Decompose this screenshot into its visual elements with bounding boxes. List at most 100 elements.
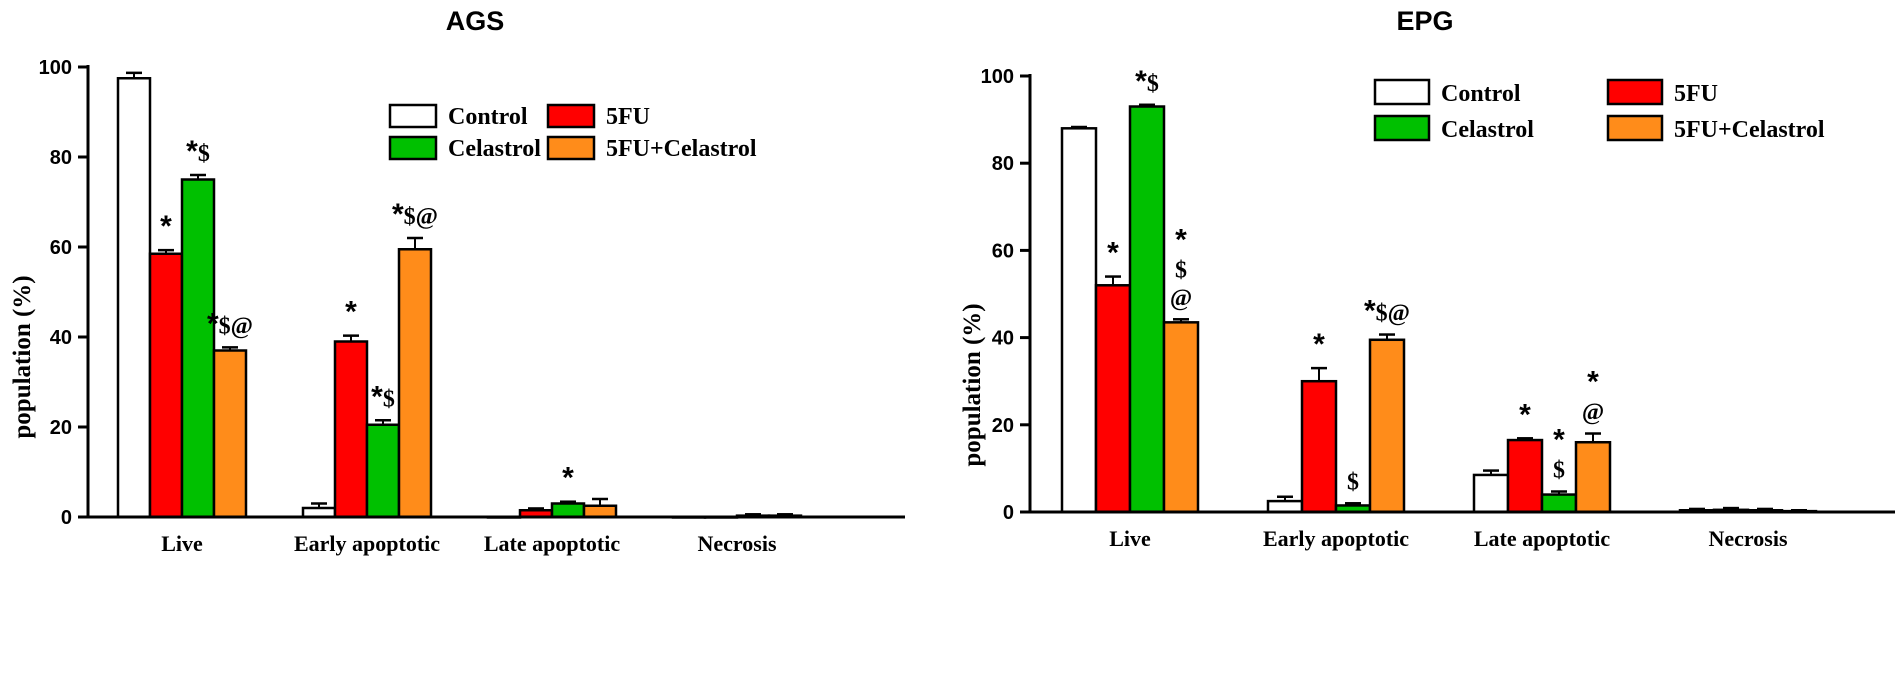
chart-title: EPG bbox=[1396, 6, 1453, 36]
bar-control-late-apoptotic bbox=[1472, 473, 1510, 514]
legend-swatch bbox=[1606, 114, 1664, 142]
y-tick-label: 100 bbox=[39, 57, 72, 79]
y-tick-label: 20 bbox=[992, 415, 1014, 437]
category-label: Early apoptotic bbox=[1263, 526, 1409, 551]
bar-5fu-celastrol-early-apoptotic bbox=[397, 248, 433, 519]
significance-marker: *$ bbox=[371, 380, 395, 413]
significance-star: * bbox=[1175, 223, 1187, 256]
significance-marker: *$@ bbox=[207, 307, 253, 340]
legend-swatch bbox=[1606, 78, 1664, 106]
significance-star: * bbox=[1519, 398, 1531, 431]
category-label: Live bbox=[1109, 526, 1151, 551]
significance-symbols: $ bbox=[383, 386, 395, 412]
y-tick-label: 0 bbox=[1003, 502, 1014, 524]
y-tick-label: 60 bbox=[992, 240, 1014, 262]
legend-label: 5FU+Celastrol bbox=[606, 136, 757, 162]
significance-star: * bbox=[207, 307, 219, 340]
significance-marker: * bbox=[1519, 398, 1531, 431]
legend-swatch bbox=[546, 135, 596, 161]
legend-label: 5FU+Celastrol bbox=[1674, 117, 1825, 143]
significance-star: * bbox=[160, 210, 172, 243]
significance-symbols: $@ bbox=[1376, 301, 1410, 327]
significance-marker: * bbox=[1587, 366, 1599, 399]
significance-marker: @ bbox=[1170, 285, 1192, 311]
significance-symbols: $@ bbox=[219, 313, 253, 339]
significance-marker: * bbox=[1175, 223, 1187, 256]
legend-label: Control bbox=[1441, 81, 1521, 107]
significance-star: * bbox=[345, 296, 357, 329]
significance-marker: * bbox=[1313, 328, 1325, 361]
legend-swatch bbox=[1373, 114, 1431, 142]
bar-5fu-celastrol-live bbox=[212, 349, 248, 519]
legend-swatch bbox=[546, 103, 596, 129]
significance-star: * bbox=[1587, 366, 1599, 399]
y-tick-label: 20 bbox=[50, 417, 72, 439]
significance-marker: @ bbox=[1582, 400, 1604, 426]
bar-5fu-late-apoptotic bbox=[1506, 438, 1544, 514]
bar-5fu-early-apoptotic bbox=[1300, 379, 1338, 514]
y-tick-label: 80 bbox=[992, 153, 1014, 175]
category-labels: Live Early apoptotic Late apoptotic Necrosi… bbox=[161, 531, 777, 556]
category-label: Late apoptotic bbox=[484, 531, 621, 556]
annotations: **$*$@ **$*$@* bbox=[160, 135, 574, 495]
bar-celastrol-live bbox=[180, 178, 216, 519]
significance-star: * bbox=[1364, 295, 1376, 328]
legend-label: 5FU bbox=[606, 104, 650, 130]
category-labels: Live Early apoptotic Late apoptotic Necrosi… bbox=[1109, 526, 1788, 551]
legend: Control 5FU Celastrol 5FU+Celastrol bbox=[1373, 78, 1825, 143]
bar-5fu-celastrol-early-apoptotic bbox=[1368, 338, 1406, 514]
bar-control-early-apoptotic bbox=[1266, 499, 1304, 514]
legend: Control 5FU Celastrol 5FU+Celastrol bbox=[388, 103, 757, 162]
y-tick-label: 40 bbox=[50, 327, 72, 349]
legend-swatch bbox=[388, 135, 438, 161]
y-tick-label: 60 bbox=[50, 237, 72, 259]
y-axis-label: population (%) bbox=[959, 303, 986, 466]
significance-marker: * bbox=[562, 462, 574, 495]
significance-star: * bbox=[1135, 65, 1147, 98]
significance-star: * bbox=[1553, 424, 1565, 457]
y-tick-label: 40 bbox=[992, 328, 1014, 350]
significance-marker: * bbox=[1107, 237, 1119, 270]
legend-label: Celastrol bbox=[1441, 117, 1534, 143]
legend-label: Celastrol bbox=[448, 136, 541, 162]
bar-celastrol-late-apoptotic bbox=[1540, 493, 1578, 514]
annotations: **$*$@*$*$@**$*@ bbox=[1107, 65, 1604, 496]
significance-star: * bbox=[1313, 328, 1325, 361]
bar-celastrol-late-apoptotic bbox=[550, 502, 586, 519]
bar-celastrol-live bbox=[1128, 105, 1166, 514]
significance-marker: * bbox=[160, 210, 172, 243]
category-label: Early apoptotic bbox=[294, 531, 440, 556]
bar-5fu-live bbox=[148, 252, 184, 519]
significance-symbols: $@ bbox=[404, 204, 438, 230]
legend-label: 5FU bbox=[1674, 81, 1718, 107]
significance-marker: *$ bbox=[186, 135, 210, 168]
significance-star: * bbox=[186, 135, 198, 168]
bar-5fu-celastrol-late-apoptotic bbox=[1574, 440, 1612, 514]
significance-star: * bbox=[562, 462, 574, 495]
y-axis-ticks: 0 20 40 60 80 100 bbox=[39, 57, 88, 529]
significance-marker: *$@ bbox=[1364, 295, 1410, 328]
significance-marker: $ bbox=[1175, 257, 1187, 283]
significance-marker: *$ bbox=[1135, 65, 1159, 98]
bar-5fu-early-apoptotic bbox=[333, 340, 369, 519]
chart-title: AGS bbox=[446, 6, 505, 36]
significance-marker: $ bbox=[1553, 458, 1565, 484]
significance-marker: * bbox=[1553, 424, 1565, 457]
significance-symbols: $ bbox=[1147, 71, 1159, 97]
legend-label: Control bbox=[448, 104, 528, 130]
bar-celastrol-early-apoptotic bbox=[365, 423, 401, 519]
bar-5fu-live bbox=[1094, 284, 1132, 514]
bar-5fu-celastrol-late-apoptotic bbox=[582, 504, 618, 519]
significance-star: * bbox=[1107, 237, 1119, 270]
y-axis-ticks: 0 20 40 60 80 100 bbox=[981, 66, 1030, 524]
legend-swatch bbox=[388, 103, 438, 129]
legend-swatch bbox=[1373, 78, 1431, 106]
significance-marker: * bbox=[345, 296, 357, 329]
y-tick-label: 0 bbox=[61, 507, 72, 529]
axes bbox=[86, 65, 905, 519]
significance-star: * bbox=[392, 198, 404, 231]
category-label: Live bbox=[161, 531, 203, 556]
